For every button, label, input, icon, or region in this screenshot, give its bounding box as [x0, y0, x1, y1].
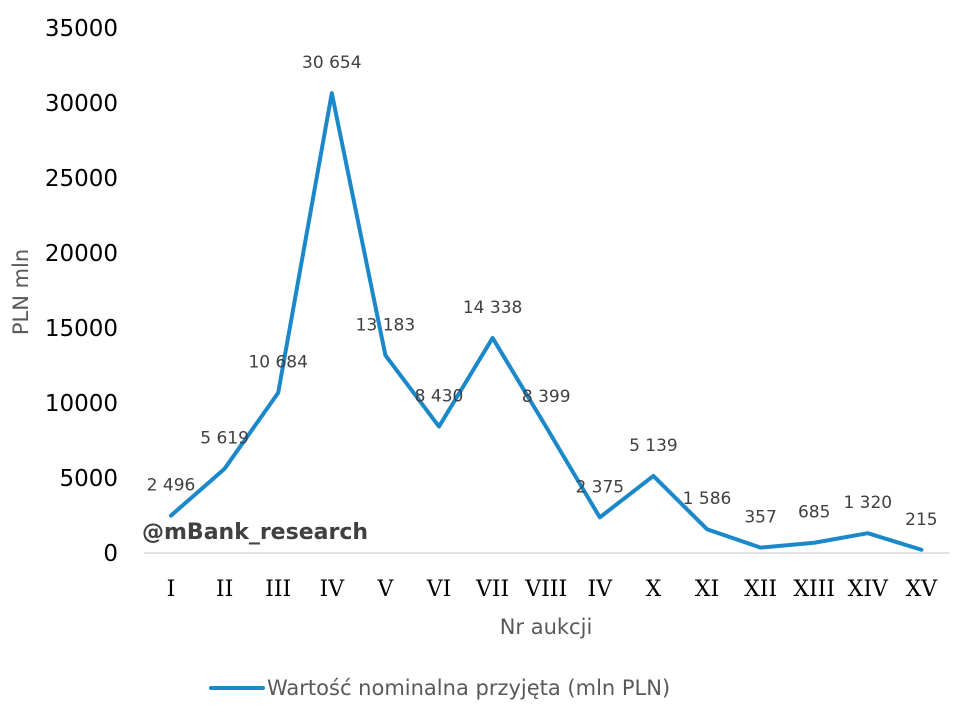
- data-label: 8 399: [522, 387, 571, 407]
- x-tick-label: VI: [426, 577, 452, 602]
- x-tick-label: XIII: [793, 577, 835, 602]
- legend: Wartość nominalna przyjęta (mln PLN): [209, 676, 670, 700]
- x-axis-ticks: I II III IV V VI VII VIII IV X XI XII XIII XIV XV: [167, 577, 939, 602]
- y-tick-label: 35000: [45, 16, 118, 42]
- x-tick-label: I: [167, 577, 176, 602]
- series-line: [169, 91, 924, 552]
- y-tick-label: 20000: [45, 241, 118, 267]
- x-tick-label: VII: [475, 577, 509, 602]
- x-tick-label: IV: [588, 577, 614, 602]
- y-tick-label: 15000: [45, 316, 118, 342]
- data-label: 5 139: [629, 436, 678, 456]
- x-tick-label: X: [646, 577, 662, 602]
- data-label: 8 430: [415, 387, 464, 407]
- data-label: 2 375: [575, 477, 624, 497]
- data-label: 2 496: [147, 476, 196, 496]
- data-label: 685: [798, 503, 830, 523]
- x-tick-label: IV: [320, 577, 346, 602]
- data-label: 1 320: [843, 493, 892, 513]
- data-labels: 2 496 5 619 10 684 30 654 13 183 8 430 14 338 8…: [147, 53, 938, 530]
- y-axis-title: PLN mln: [9, 249, 33, 335]
- data-label: 30 654: [302, 53, 361, 73]
- data-label: 1 586: [683, 489, 732, 509]
- y-tick-label: 5000: [59, 466, 118, 492]
- y-tick-label: 25000: [45, 166, 118, 192]
- x-tick-label: V: [376, 577, 394, 602]
- data-label: 5 619: [200, 429, 249, 449]
- x-tick-label: XI: [695, 577, 719, 602]
- x-tick-label: XII: [744, 577, 777, 602]
- data-label: 13 183: [356, 315, 415, 335]
- y-tick-label: 10000: [45, 391, 118, 417]
- x-axis-title: Nr aukcji: [500, 615, 593, 639]
- x-tick-label: III: [265, 577, 291, 602]
- x-tick-label: XV: [906, 577, 939, 602]
- data-label: 10 684: [248, 353, 307, 373]
- x-tick-label: II: [216, 577, 233, 602]
- data-label: 215: [905, 510, 937, 530]
- data-label: 14 338: [463, 298, 522, 318]
- x-tick-label: VIII: [524, 577, 567, 602]
- y-axis-ticks: 0 5000 10000 15000 20000 25000 30000 35000: [45, 16, 118, 567]
- data-label: 357: [744, 508, 776, 528]
- legend-label: Wartość nominalna przyjęta (mln PLN): [267, 676, 670, 700]
- x-tick-label: XIV: [848, 577, 889, 602]
- y-tick-label: 30000: [45, 91, 118, 117]
- y-tick-label: 0: [103, 541, 118, 567]
- watermark-text: @mBank_research: [142, 520, 368, 545]
